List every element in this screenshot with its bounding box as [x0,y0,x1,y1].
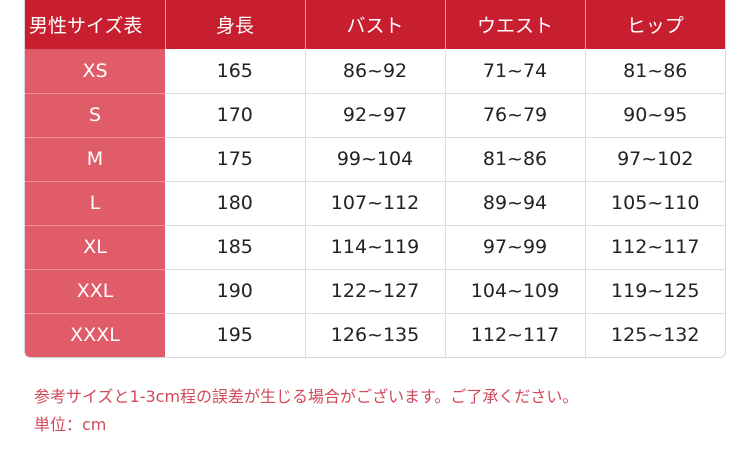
cell-bust: 99~104 [305,137,446,182]
cell-height: 190 [165,269,306,314]
cell-waist: 89~94 [445,181,586,226]
header-row: 男性サイズ表 身長 バスト ウエスト ヒップ [25,0,725,49]
cell-height: 165 [165,49,306,94]
header-waist: ウエスト [445,0,586,49]
cell-hip: 81~86 [585,49,725,94]
cell-waist: 81~86 [445,137,586,182]
table-body: XS 165 86~92 71~74 81~86 S 170 92~97 76~79 90~95 M… [25,49,725,357]
cell-waist: 104~109 [445,269,586,314]
cell-hip: 125~132 [611,324,700,347]
cell-hip: 112~117 [585,225,725,270]
cell-size: M [25,137,165,182]
header-size-table: 男性サイズ表 [25,0,166,49]
table-row: S 170 92~97 76~79 90~95 [25,93,725,138]
cell-waist: 112~117 [445,313,586,357]
cell-bust: 86~92 [305,49,446,94]
header-hip: ヒップ [585,0,725,49]
cell-bust: 122~127 [305,269,446,314]
cell-size: XXXL [25,313,165,357]
cell-bust: 114~119 [305,225,446,270]
cell-bust: 107~112 [305,181,446,226]
cell-size: L [25,181,165,226]
cell-height: 180 [165,181,306,226]
cell-size: XXL [25,269,165,314]
cell-height: 170 [165,93,306,138]
table-row: XL 185 114~119 97~99 112~117 [25,225,725,270]
disclaimer-text: 参考サイズと1-3cm程の誤差が生じる場合がございます。ご了承ください。 [34,387,579,406]
size-table: 男性サイズ表 身長 バスト ウエスト ヒップ XS 165 86~92 71~74 81… [25,0,725,357]
cell-height: 185 [165,225,306,270]
header-height: 身長 [165,0,306,49]
cell-waist: 97~99 [445,225,586,270]
size-chart: 男性サイズ表 身長 バスト ウエスト ヒップ XS 165 86~92 71~74 81… [24,0,726,358]
table-row: M 175 99~104 81~86 97~102 [25,137,725,182]
cell-hip: 90~95 [585,93,725,138]
cell-size: XS [25,49,165,94]
unit-text: 単位：cm [34,415,107,434]
cell-hip: 105~110 [585,181,725,226]
cell-height: 175 [165,137,306,182]
notes: 参考サイズと1-3cm程の誤差が生じる場合がございます。ご了承ください。 単位：… [34,383,578,439]
cell-hip: 119~125 [585,269,725,314]
cell-size: S [25,93,165,138]
cell-waist: 76~79 [445,93,586,138]
cell-bust: 126~135 [305,313,446,357]
table-row: L 180 107~112 89~94 105~110 [25,181,725,226]
table-row: XS 165 86~92 71~74 81~86 [25,49,725,94]
cell-height: 195 [165,313,306,357]
cell-size: XL [25,225,165,270]
cell-hip: 97~102 [585,137,725,182]
header-bust: バスト [305,0,446,49]
table-row: XXL 190 122~127 104~109 119~125 [25,269,725,314]
cell-waist: 71~74 [445,49,586,94]
table-row: XXXL 195 126~135 112~117 125~132 [25,313,725,357]
cell-bust: 92~97 [305,93,446,138]
